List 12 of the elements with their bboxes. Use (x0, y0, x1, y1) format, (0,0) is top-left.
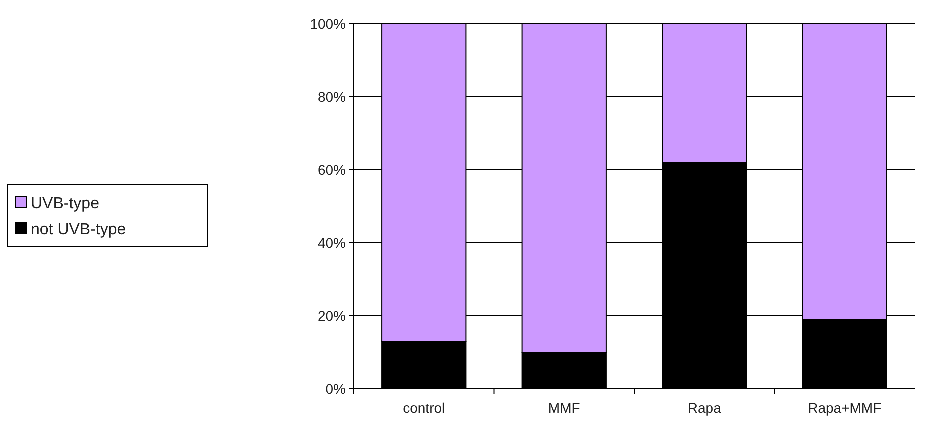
legend-label: UVB-type (31, 196, 100, 213)
x-tick-label: MMF (548, 400, 580, 416)
y-tick-label: 20% (318, 308, 346, 324)
x-tick-label: Rapa+MMF (808, 400, 882, 416)
y-tick-label: 100% (310, 16, 346, 32)
y-tick-label: 80% (318, 88, 346, 105)
legend-label: not UVB-type (31, 222, 126, 239)
x-tick-label: control (403, 400, 446, 416)
y-tick-label: 60% (318, 162, 346, 178)
y-tick-label: 0% (326, 380, 346, 397)
x-tick-label: Rapa (688, 400, 722, 416)
y-tick-label: 40% (318, 234, 346, 251)
